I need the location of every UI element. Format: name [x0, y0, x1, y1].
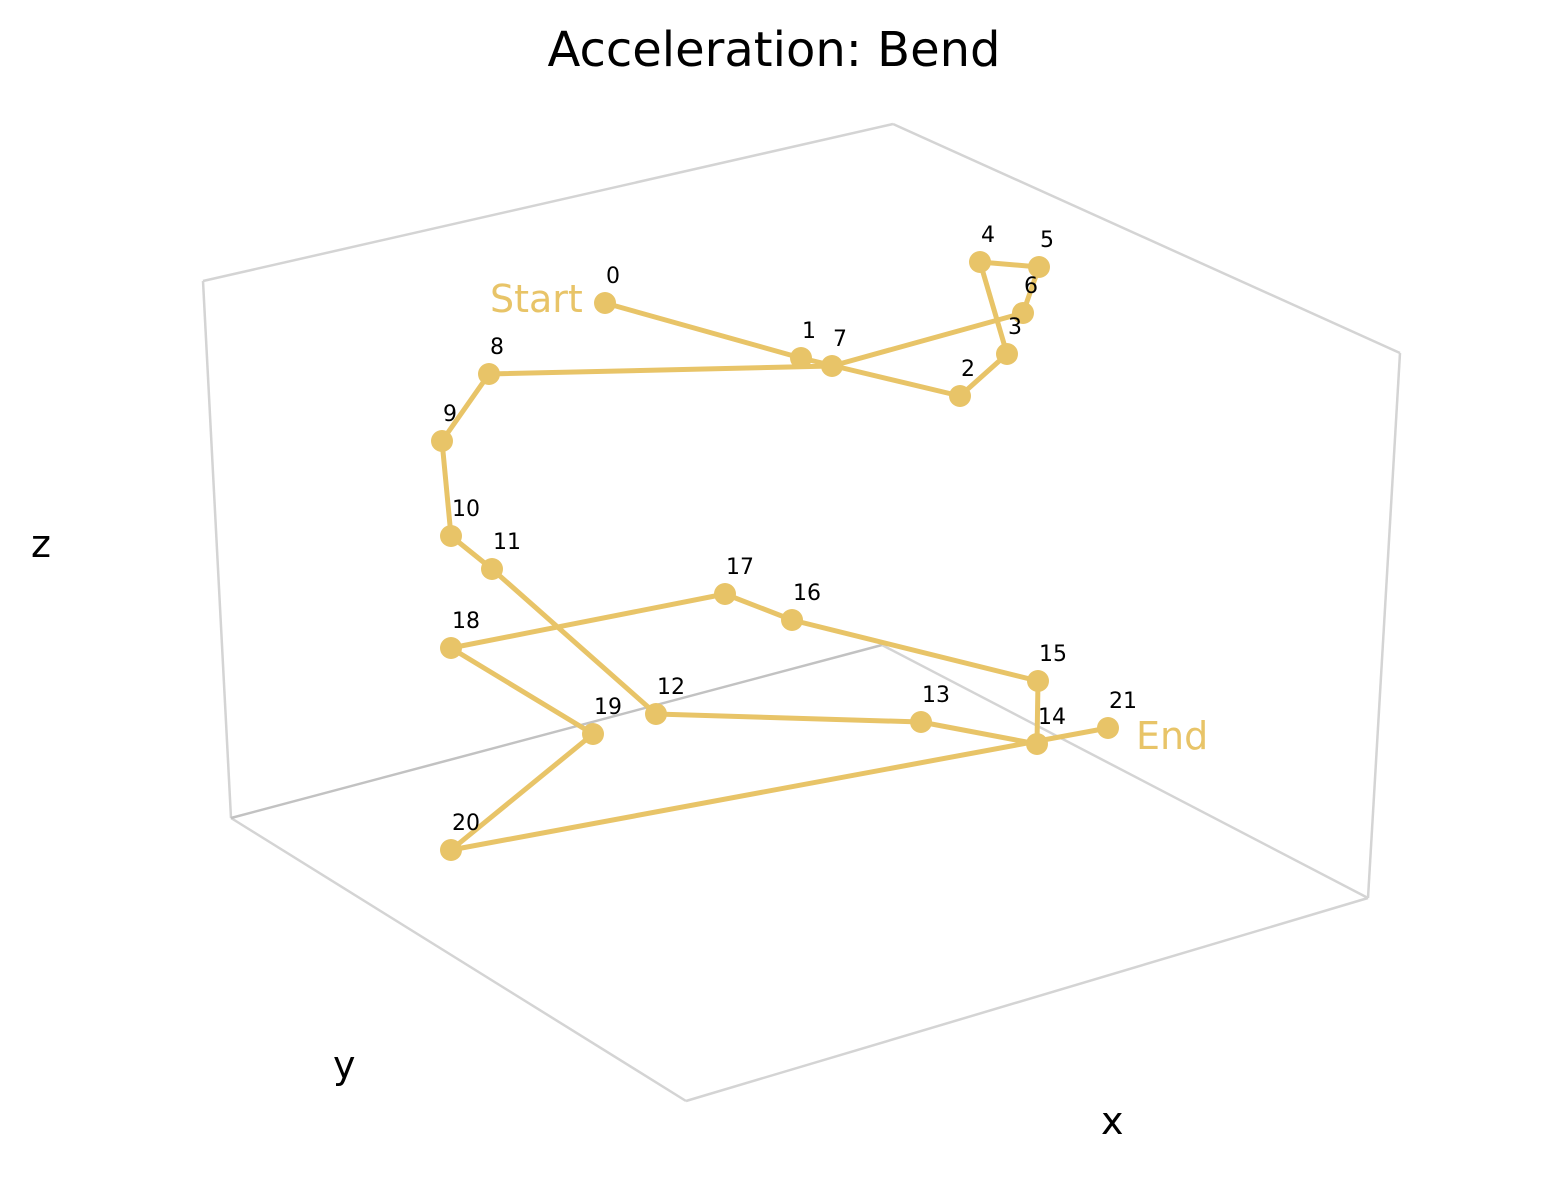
point-label-0: 0 — [606, 264, 620, 289]
point-marker-1 — [790, 347, 812, 369]
point-marker-0 — [594, 292, 616, 314]
point-marker-20 — [440, 839, 462, 861]
point-label-9: 9 — [443, 402, 457, 427]
z-axis-label: z — [31, 522, 51, 566]
point-marker-12 — [645, 703, 667, 725]
point-label-12: 12 — [657, 675, 685, 700]
point-marker-8 — [478, 363, 500, 385]
point-marker-14 — [1026, 733, 1048, 755]
box-edge-top-left — [202, 122, 894, 283]
point-marker-17 — [714, 583, 736, 605]
axes-box — [201, 122, 1402, 1103]
point-marker-15 — [1027, 670, 1049, 692]
point-label-15: 15 — [1039, 642, 1067, 667]
point-label-18: 18 — [452, 609, 480, 634]
box-edge-floor-back-left — [230, 643, 883, 820]
point-label-2: 2 — [961, 357, 975, 382]
point-label-13: 13 — [922, 683, 950, 708]
point-marker-6 — [1012, 302, 1034, 324]
point-marker-13 — [910, 711, 932, 733]
point-label-19: 19 — [594, 695, 622, 720]
point-label-3: 3 — [1008, 315, 1022, 340]
point-label-16: 16 — [793, 581, 821, 606]
series-trajectory — [431, 251, 1119, 861]
point-label-7: 7 — [833, 327, 847, 352]
point-label-17: 17 — [726, 555, 754, 580]
point-marker-5 — [1028, 256, 1050, 278]
box-edge-right-vertical — [1366, 352, 1402, 899]
x-axis-label: x — [1101, 1099, 1124, 1143]
box-edge-bottom-front-left — [230, 816, 687, 1103]
point-marker-2 — [949, 385, 971, 407]
point-marker-21 — [1097, 717, 1119, 739]
end-label: End — [1136, 714, 1208, 758]
point-label-5: 5 — [1040, 228, 1054, 253]
box-edge-back-left-vertical — [201, 280, 233, 819]
point-marker-3 — [996, 343, 1018, 365]
point-label-20: 20 — [452, 811, 480, 836]
point-label-14: 14 — [1038, 705, 1066, 730]
point-marker-4 — [969, 251, 991, 273]
y-axis-label: y — [333, 1043, 356, 1087]
box-edge-bottom-front-right — [685, 896, 1369, 1103]
box-edge-floor-back-right — [881, 643, 1369, 900]
point-label-11: 11 — [493, 530, 521, 555]
point-label-1: 1 — [802, 319, 816, 344]
point-marker-10 — [440, 525, 462, 547]
point-label-4: 4 — [981, 223, 995, 248]
point-marker-18 — [440, 637, 462, 659]
trajectory-line — [439, 259, 1109, 853]
point-marker-19 — [582, 723, 604, 745]
point-label-21: 21 — [1109, 689, 1137, 714]
chart-title: Acceleration: Bend — [547, 22, 1001, 78]
point-marker-16 — [781, 609, 803, 631]
point-label-8: 8 — [490, 335, 504, 360]
point-marker-9 — [431, 430, 453, 452]
point-marker-11 — [481, 558, 503, 580]
point-marker-7 — [821, 355, 843, 377]
point-label-10: 10 — [452, 497, 480, 522]
point-label-6: 6 — [1024, 274, 1038, 299]
start-label: Start — [490, 277, 583, 321]
box-edge-top-right — [892, 122, 1401, 355]
